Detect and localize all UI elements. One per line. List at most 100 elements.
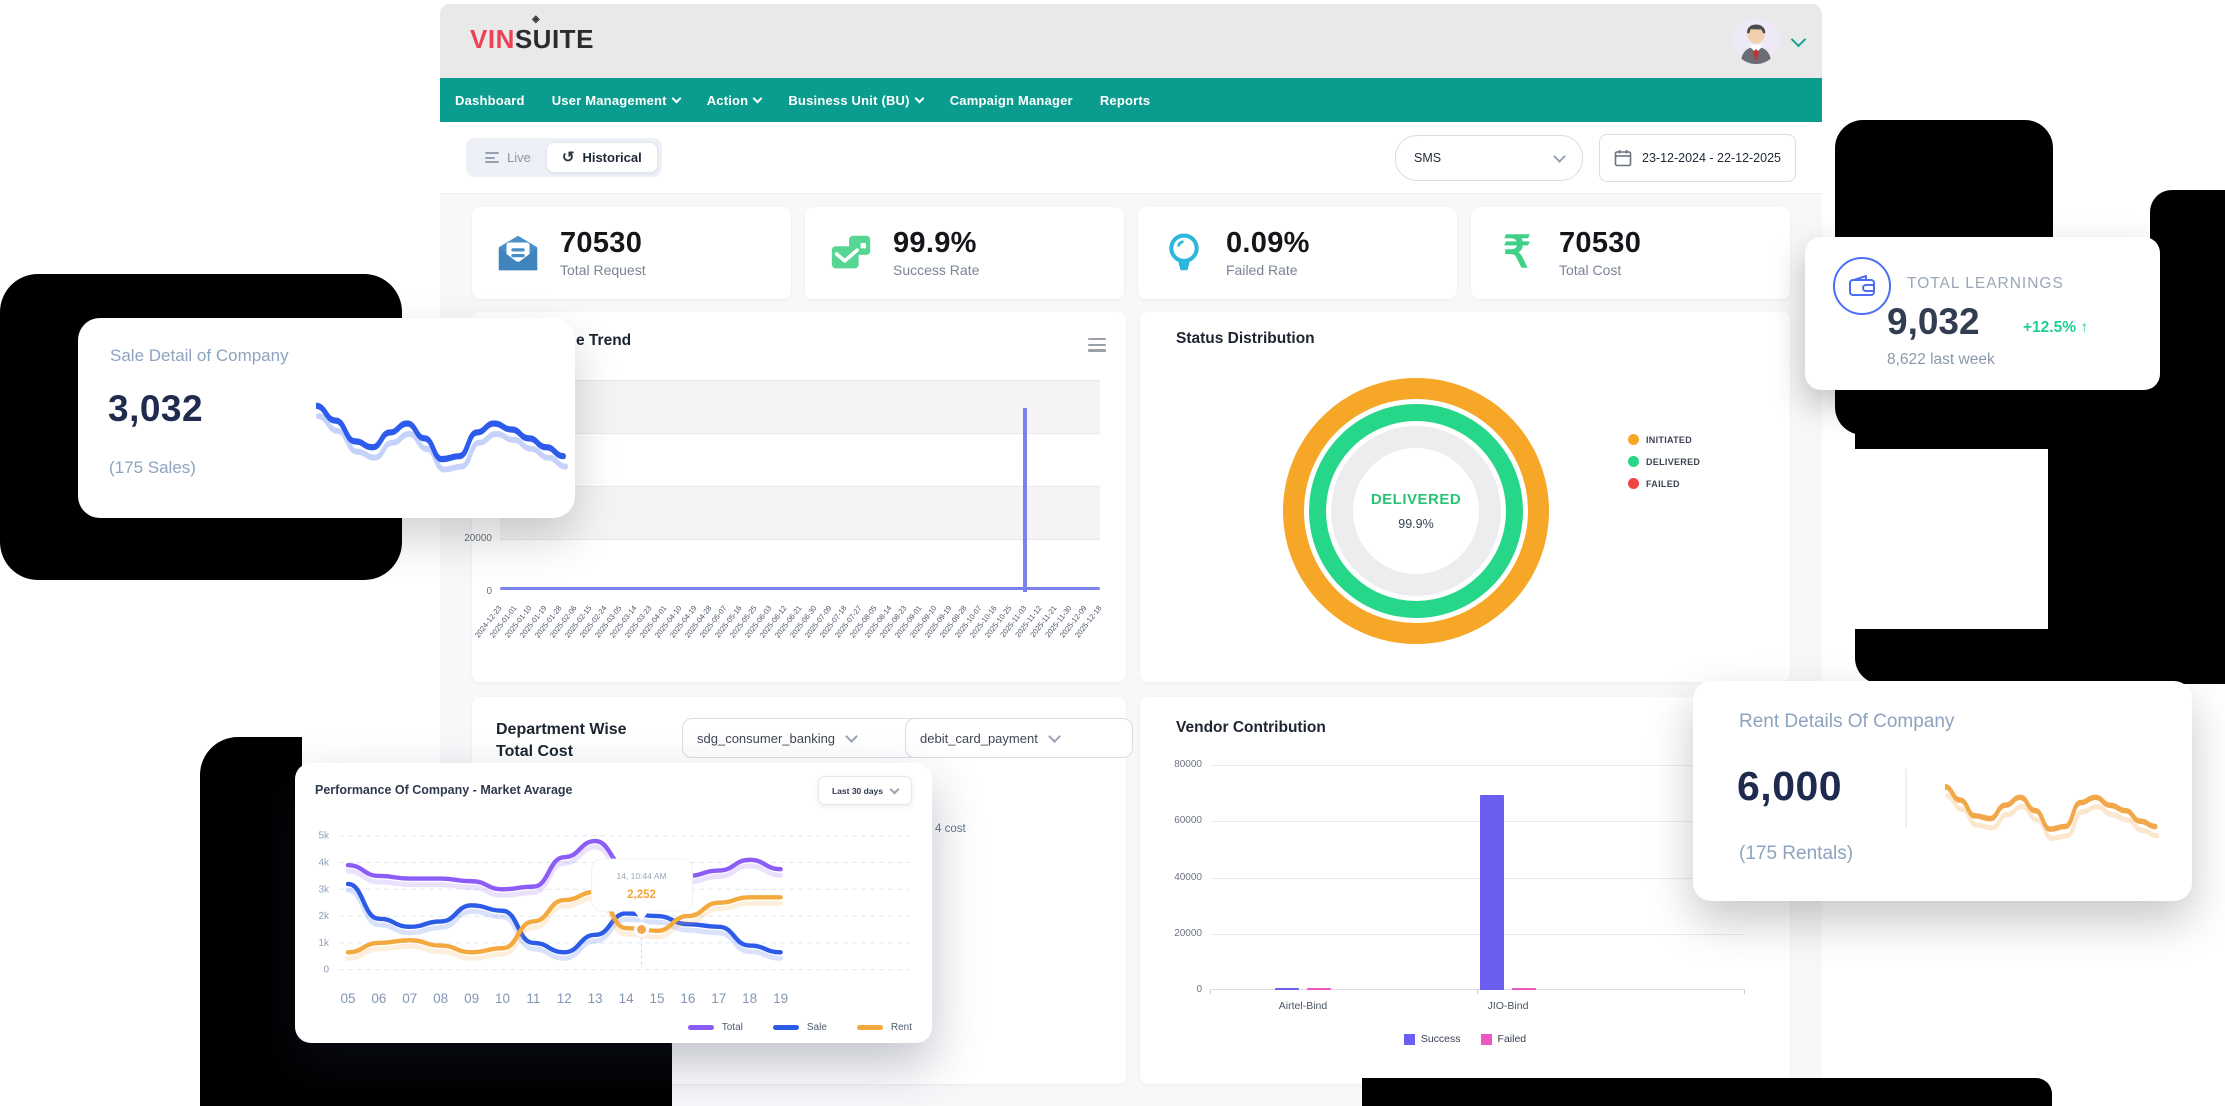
logo-part-vin: VIN <box>470 24 515 54</box>
bar-failed-airtel-bind[interactable] <box>1307 988 1331 991</box>
trend-title-fragment: e Trend <box>576 332 631 350</box>
legend-dot <box>1628 456 1639 467</box>
kpi-value: 70530 <box>1559 228 1641 260</box>
kpi-text: 70530 Total Cost <box>1559 228 1641 279</box>
svg-text:16: 16 <box>680 991 695 1006</box>
learnings-delta: +12.5% ↑ <box>2023 319 2088 337</box>
cost-label-fragment: 4 cost <box>935 823 966 835</box>
live-label: Live <box>507 150 531 165</box>
status-legend: INITIATED DELIVERED FAILED <box>1628 434 1700 500</box>
bar-success-jio-bind[interactable] <box>1480 795 1504 990</box>
svg-text:1k: 1k <box>318 938 330 949</box>
nav-item-campaign-manager[interactable]: Campaign Manager <box>950 93 1073 108</box>
rent-card-subtitle: (175 Rentals) <box>1739 843 1853 865</box>
legend-item-failed[interactable]: FAILED <box>1628 478 1700 489</box>
vendor-category-label: JIO-Bind <box>1438 1000 1578 1012</box>
legend-swatch <box>773 1025 799 1030</box>
legend-item-failed[interactable]: Failed <box>1481 1033 1527 1045</box>
axis-tick <box>1210 990 1211 994</box>
learnings-title: TOTAL LEARNINGS <box>1907 275 2064 293</box>
vendor-legend: Success Failed <box>1140 1033 1790 1045</box>
status-distribution-panel: Status Distribution DELIVERED 99.9% INIT… <box>1140 312 1790 682</box>
kpi-card-total-request: 70530Total Request <box>472 207 791 299</box>
nav-item-reports[interactable]: Reports <box>1100 93 1151 108</box>
date-range-picker[interactable]: 23-12-2024 - 22-12-2025 <box>1599 134 1796 182</box>
legend-swatch <box>1481 1034 1492 1045</box>
svg-text:14: 14 <box>619 991 635 1006</box>
legend-label: Failed <box>1498 1033 1527 1045</box>
legend-swatch <box>1404 1034 1415 1045</box>
legend-item-initiated[interactable]: INITIATED <box>1628 434 1700 445</box>
arrow-up-icon: ↑ <box>2080 319 2088 336</box>
history-icon: ↺ <box>562 150 575 165</box>
svg-text:09: 09 <box>464 991 479 1006</box>
donut-center-label: DELIVERED <box>1371 491 1461 508</box>
svg-text:05: 05 <box>340 991 355 1006</box>
live-tab[interactable]: Live <box>470 143 546 172</box>
chevron-down-icon <box>1048 730 1061 743</box>
sale-detail-card: Sale Detail of Company 3,032 (175 Sales) <box>78 318 575 518</box>
chevron-down-icon <box>753 94 763 104</box>
legend-dot <box>1628 478 1639 489</box>
performance-chart[interactable]: 01k2k3k4k5k05060708091011121314151617181… <box>295 763 932 1048</box>
legend-item-total[interactable]: Total <box>688 1022 743 1033</box>
kpi-label: Total Cost <box>1559 262 1641 278</box>
chevron-down-icon <box>914 94 924 104</box>
status-donut[interactable]: DELIVERED 99.9% <box>1283 378 1549 644</box>
legend-label: FAILED <box>1646 479 1680 489</box>
bar-failed-jio-bind[interactable] <box>1512 988 1536 991</box>
legend-item-delivered[interactable]: DELIVERED <box>1628 456 1700 467</box>
svg-text:13: 13 <box>588 991 603 1006</box>
vendor-plot[interactable]: 020000400006000080000Airtel-BindJIO-Bind <box>1210 765 1745 990</box>
bar-success-airtel-bind[interactable] <box>1275 988 1299 991</box>
learnings-value: 9,032 <box>1887 301 1980 343</box>
kpi-value: 99.9% <box>893 228 979 260</box>
vendor-y-label: 20000 <box>1148 928 1202 939</box>
chart-menu-icon[interactable] <box>1088 338 1106 352</box>
legend-swatch <box>857 1025 883 1030</box>
gridline <box>500 539 1100 540</box>
nav-item-dashboard[interactable]: Dashboard <box>455 93 525 108</box>
plot-band <box>500 380 1100 433</box>
legend-item-sale[interactable]: Sale <box>773 1022 827 1033</box>
trend-plot[interactable]: 020000400006000080000 <box>500 356 1100 592</box>
legend-label: Sale <box>807 1022 827 1033</box>
kpi-text: 70530Total Request <box>560 228 646 279</box>
vendor-title: Vendor Contribution <box>1176 719 1326 737</box>
user-menu[interactable] <box>1733 18 1804 64</box>
department-title-line1: Department Wise <box>496 719 627 741</box>
user-avatar[interactable] <box>1733 18 1779 64</box>
svg-text:2k: 2k <box>318 911 330 922</box>
historical-tab[interactable]: ↺ Historical <box>546 142 658 173</box>
trend-spike-bar <box>1023 408 1027 592</box>
svg-text:15: 15 <box>649 991 664 1006</box>
kpi-value: 0.09% <box>1226 228 1310 260</box>
nav-item-label: Business Unit (BU) <box>788 93 909 108</box>
legend-label: INITIATED <box>1646 435 1692 445</box>
department-title: Department Wise Total Cost <box>496 719 627 764</box>
legend-item-success[interactable]: Success <box>1404 1033 1461 1045</box>
app-logo: VINSUITE ◈ <box>470 24 594 55</box>
gridline <box>1210 878 1745 879</box>
chevron-down-icon[interactable] <box>1791 32 1807 48</box>
chevron-down-icon <box>845 730 858 743</box>
chevron-down-icon <box>1553 150 1566 163</box>
gridline <box>1210 934 1745 935</box>
channel-value: SMS <box>1414 151 1441 165</box>
legend-item-rent[interactable]: Rent <box>857 1022 912 1033</box>
vendor-y-label: 0 <box>1148 984 1202 995</box>
rent-card-value: 6,000 <box>1737 763 1842 810</box>
message-success-icon <box>827 229 875 277</box>
live-historical-toggle: Live ↺ Historical <box>466 138 662 177</box>
nav-item-business-unit-bu[interactable]: Business Unit (BU) <box>788 93 922 108</box>
mail-icon <box>494 229 542 277</box>
learnings-delta-value: +12.5% <box>2023 319 2076 336</box>
department-filter-select[interactable]: sdg_consumer_banking <box>682 718 928 758</box>
template-filter-select[interactable]: debit_card_payment <box>905 718 1133 758</box>
gridline <box>500 380 1100 381</box>
svg-text:11: 11 <box>526 991 540 1006</box>
nav-item-action[interactable]: Action <box>707 93 762 108</box>
nav-item-user-management[interactable]: User Management <box>552 93 680 108</box>
trend-x-axis: 2024-12-232025-01-012025-01-102025-01-19… <box>500 596 1100 666</box>
channel-select[interactable]: SMS <box>1395 135 1583 181</box>
